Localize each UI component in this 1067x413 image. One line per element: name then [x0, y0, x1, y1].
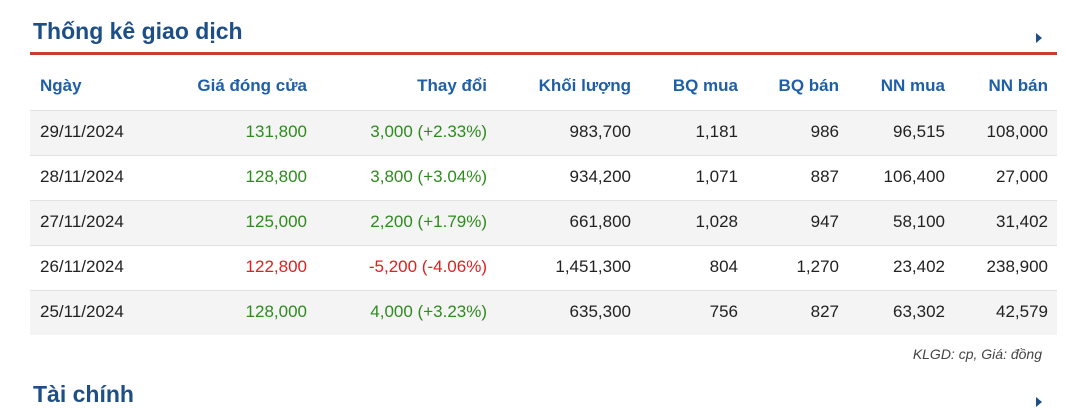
table-cell: 131,800	[245, 122, 307, 141]
table-cell: 128,800	[245, 167, 307, 186]
table-cell: 887	[810, 167, 839, 186]
table-cell: 1,028	[695, 212, 738, 231]
column-header: Khối lượng	[538, 76, 631, 95]
table-cell: 106,400	[883, 167, 945, 186]
table-cell: 1,451,300	[555, 257, 631, 276]
table-cell: 25/11/2024	[40, 302, 124, 321]
column-header: BQ mua	[672, 76, 738, 95]
table-cell: 1,270	[796, 257, 839, 276]
table-row	[30, 290, 1057, 335]
table-cell: 934,200	[569, 167, 631, 186]
table-cell: 31,402	[996, 212, 1048, 231]
column-header: Giá đóng cửa	[197, 76, 307, 95]
table-cell: 986	[810, 122, 839, 141]
table-cell: 1,181	[695, 122, 738, 141]
table-cell: 27,000	[996, 167, 1048, 186]
table-cell: 635,300	[569, 302, 631, 321]
column-header: Ngày	[40, 76, 82, 95]
table-row	[30, 245, 1057, 290]
table-cell: 27/11/2024	[40, 212, 124, 231]
table-cell: 23,402	[893, 257, 945, 276]
column-header: Thay đổi	[417, 76, 487, 95]
section-title: Tài chính	[33, 381, 134, 407]
section-title: Thống kê giao dịch	[33, 18, 243, 44]
table-cell: 58,100	[893, 212, 945, 231]
table-cell: 42,579	[996, 302, 1048, 321]
table-cell: 3,800 (+3.04%)	[370, 167, 487, 186]
table-cell: 2,200 (+1.79%)	[370, 212, 487, 231]
note: KLGD: cp, Giá: đồng	[912, 346, 1042, 362]
section-arrow[interactable]	[1036, 33, 1042, 43]
table-cell: 3,000 (+2.33%)	[370, 122, 487, 141]
column-header: NN mua	[880, 76, 945, 95]
table-cell: 96,515	[893, 122, 945, 141]
table-cell: 28/11/2024	[40, 167, 124, 186]
table-row	[30, 110, 1057, 155]
table-cell: 947	[810, 212, 839, 231]
table-cell: 125,000	[245, 212, 307, 231]
table-cell: 661,800	[569, 212, 631, 231]
table-cell: 756	[709, 302, 738, 321]
table-row	[30, 155, 1057, 200]
table-cell: 827	[810, 302, 839, 321]
column-header: NN bán	[988, 76, 1049, 95]
table-cell: 63,302	[893, 302, 945, 321]
table-row	[30, 200, 1057, 245]
table-cell: 128,000	[245, 302, 307, 321]
table-cell: 983,700	[569, 122, 631, 141]
table-cell: -5,200 (-4.06%)	[368, 257, 487, 276]
table-cell: 4,000 (+3.23%)	[370, 302, 487, 321]
table-cell: 804	[709, 257, 738, 276]
section-arrow[interactable]	[1036, 397, 1042, 407]
table-cell: 1,071	[695, 167, 738, 186]
table-cell: 122,800	[245, 257, 307, 276]
title-rule	[30, 52, 1057, 55]
table-cell: 26/11/2024	[40, 257, 124, 276]
table-cell: 108,000	[986, 122, 1048, 141]
column-header: BQ bán	[778, 76, 839, 95]
table-cell: 238,900	[986, 257, 1048, 276]
table-cell: 29/11/2024	[40, 122, 124, 141]
